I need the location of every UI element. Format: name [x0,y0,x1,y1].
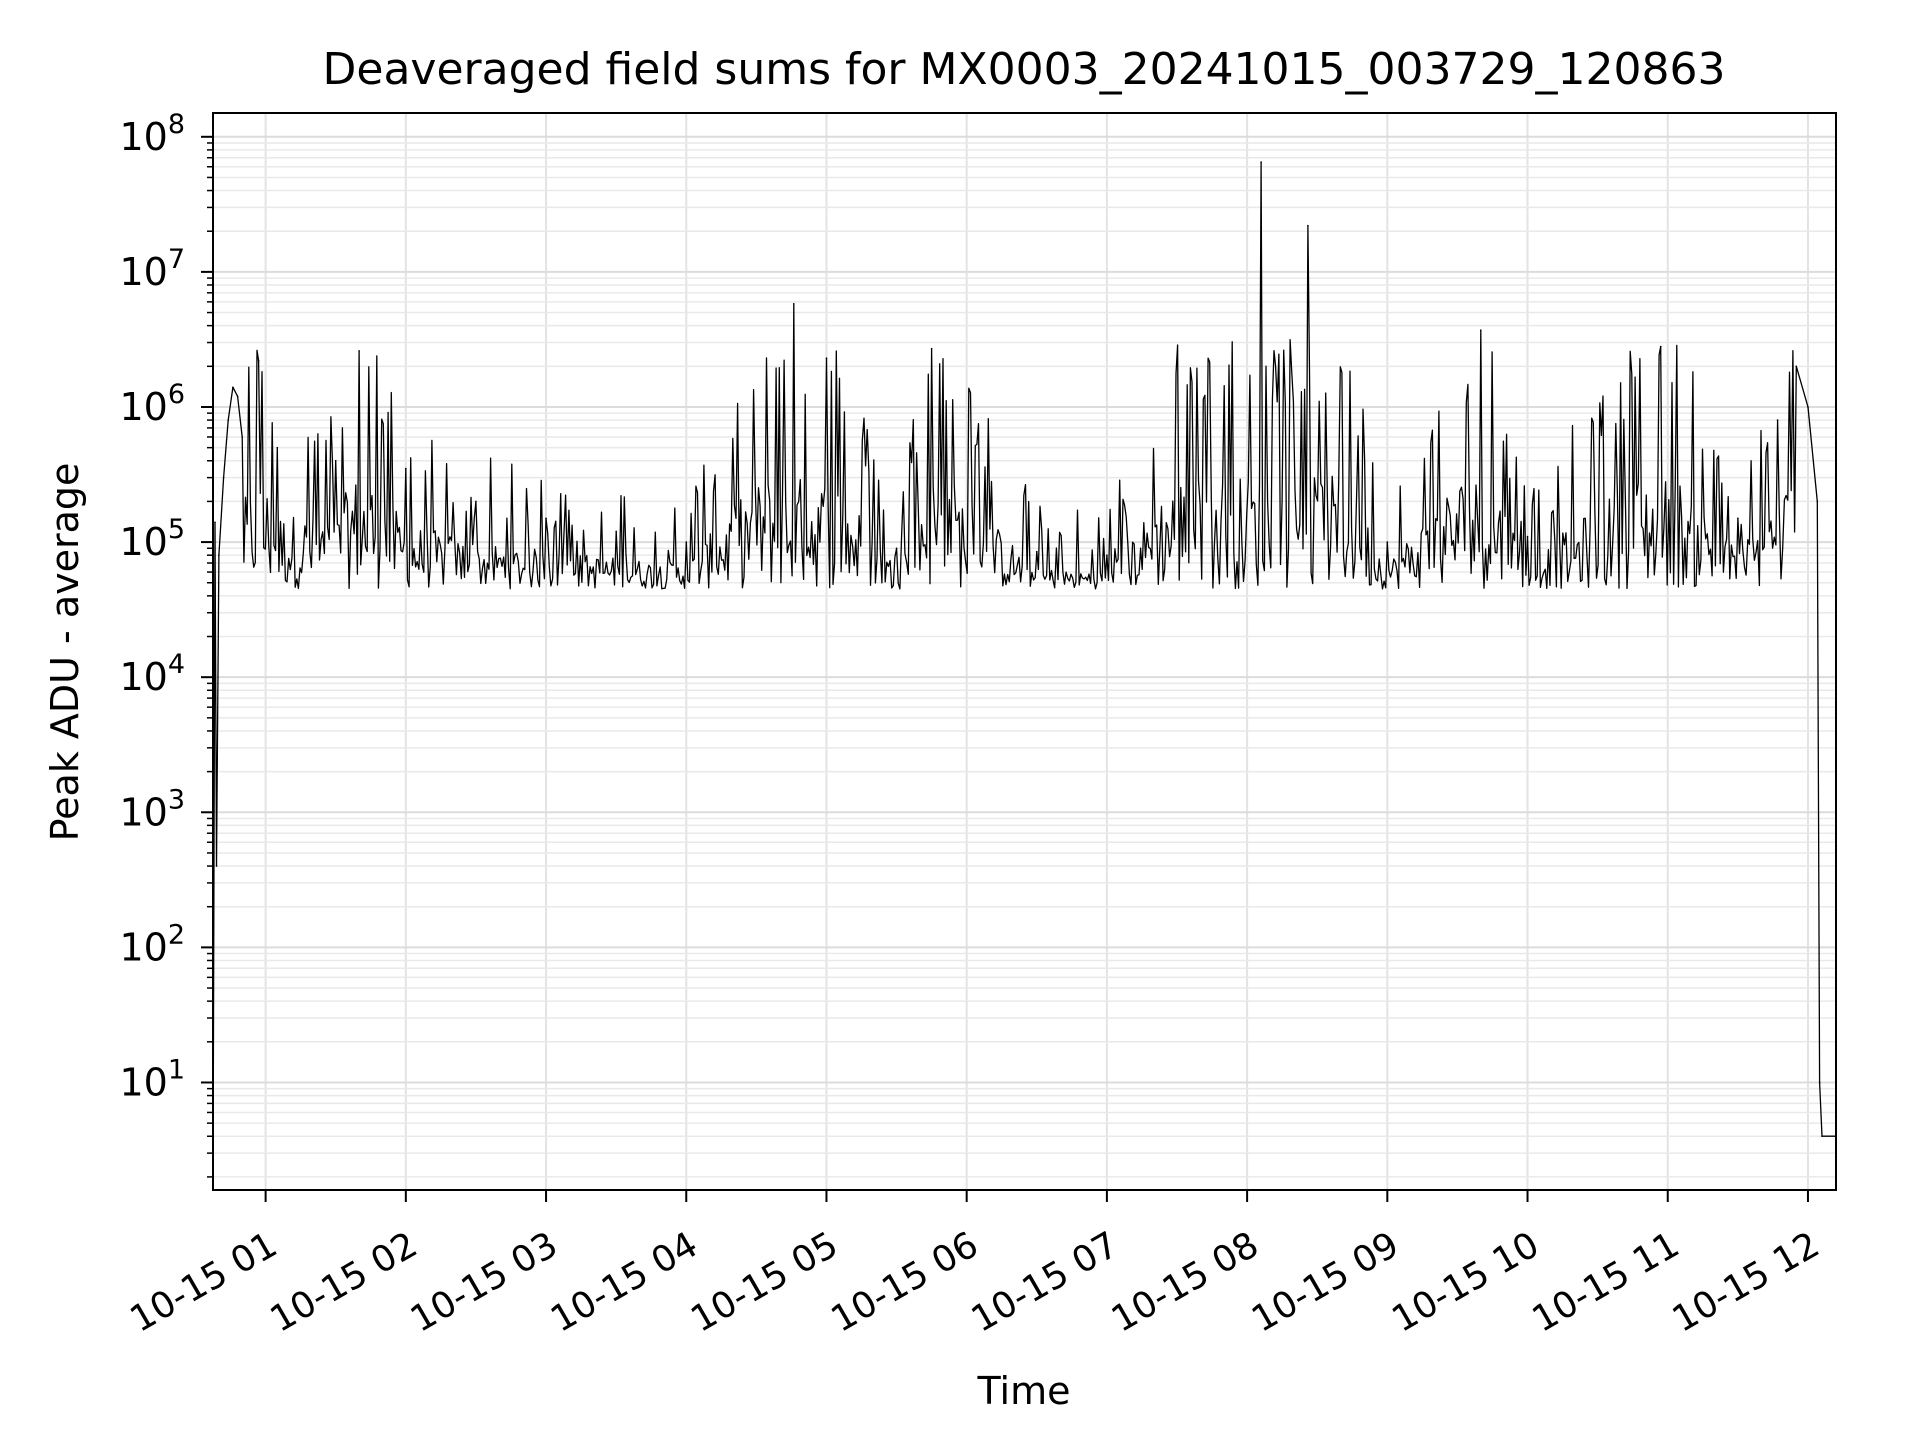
y-tick-label: 105 [119,514,185,564]
y-tick-label: 106 [119,379,185,429]
series-line [212,161,1836,1191]
x-tick-label: 10-15 06 [825,1224,986,1340]
y-tick-base: 10 [119,1060,167,1104]
data-point [1307,224,1309,227]
data-point [475,500,477,503]
x-tick-label: 10-15 12 [1666,1224,1827,1340]
x-tick-label: 10-15 08 [1105,1224,1266,1340]
y-tick-label: 103 [119,784,185,834]
y-axis-label: Peak ADU - average [43,463,87,842]
data-point [218,554,220,556]
x-axis-label: Time [977,1369,1071,1413]
data-point [895,547,898,550]
x-tick-label: 10-15 03 [404,1224,565,1340]
data-point [257,359,260,362]
data-point [792,303,795,305]
x-tick-label: 10-15 10 [1385,1224,1546,1340]
data-point [1737,517,1739,520]
data-point [236,395,239,398]
data-point [1260,161,1262,163]
data-point [930,347,933,350]
data-point [227,419,230,421]
x-tick-label: 10-15 07 [965,1224,1126,1340]
y-tick-label: 107 [119,244,185,294]
data-point [1776,419,1779,421]
y-tick-base: 10 [119,250,167,294]
data-point [214,521,216,524]
data-point [215,865,218,867]
data-point [241,436,244,438]
y-tick-exponent: 5 [168,514,185,545]
y-tick-base: 10 [119,115,167,159]
x-tick-label: 10-15 11 [1526,1224,1687,1340]
x-tick-label: 10-15 01 [123,1224,284,1340]
data-point [358,350,360,352]
y-tick-label: 104 [119,649,185,699]
data-point [1816,500,1819,503]
data-point [1526,535,1529,538]
data-point [1035,550,1038,553]
data-point [1106,554,1108,556]
data-point [222,476,225,479]
y-tick-exponent: 4 [168,649,185,680]
data-point [545,517,547,520]
y-tick-base: 10 [119,385,167,429]
y-tick-exponent: 3 [168,784,185,815]
data-point [405,467,407,470]
y-tick-exponent: 2 [168,919,185,950]
data-point [685,541,688,543]
x-tick-label: 10-15 09 [1245,1224,1406,1340]
y-tick-base: 10 [119,655,167,699]
data-point [1386,541,1389,543]
y-tick-base: 10 [119,925,167,969]
data-point [615,530,617,533]
y-tick-label: 108 [119,109,185,159]
data-point [1659,345,1662,348]
data-point [825,357,828,359]
y-tick-label: 102 [119,919,185,969]
data-point [232,386,234,389]
y-tick-base: 10 [119,520,167,564]
data-point [276,446,279,449]
data-point [1807,406,1809,408]
data-point [1821,1135,1823,1138]
x-tick-label: 10-15 02 [264,1224,425,1340]
data-point [334,459,337,462]
y-tick-exponent: 1 [168,1054,185,1085]
x-tick-label: 10-15 05 [684,1224,845,1340]
y-tick-exponent: 8 [168,109,185,140]
series-layer [212,161,1837,1191]
y-tick-exponent: 7 [168,244,185,275]
data-point [1818,1081,1821,1084]
y-tick-base: 10 [119,790,167,834]
y-tick-label: 101 [119,1054,185,1104]
plot-frame [212,112,1837,1191]
y-tick-exponent: 6 [168,379,185,410]
data-point [1479,329,1482,332]
grid-lines [213,113,1836,1190]
data-point [1795,365,1798,368]
x-tick-label: 10-15 04 [544,1224,705,1340]
chart-title: Deaveraged field sums for MX0003_2024101… [323,44,1726,95]
